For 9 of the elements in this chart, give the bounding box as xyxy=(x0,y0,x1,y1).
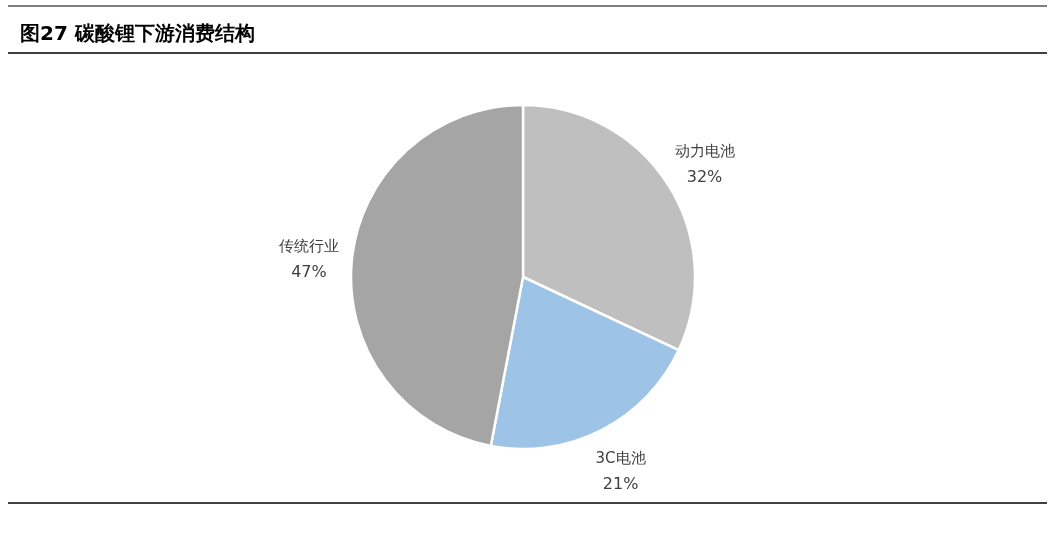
pie-slice xyxy=(349,103,525,448)
slice-label: 3C电池 xyxy=(595,448,646,467)
pie-slice xyxy=(489,275,680,451)
chart-title: 图27 碳酸锂下游消费结构 xyxy=(20,21,255,45)
data-label: 47% xyxy=(291,261,327,281)
data-label: 21% xyxy=(602,473,639,493)
slice-label: 传统行业 xyxy=(278,236,339,255)
slice-label: 动力电池 xyxy=(674,141,735,160)
data-label: 32% xyxy=(686,166,723,186)
